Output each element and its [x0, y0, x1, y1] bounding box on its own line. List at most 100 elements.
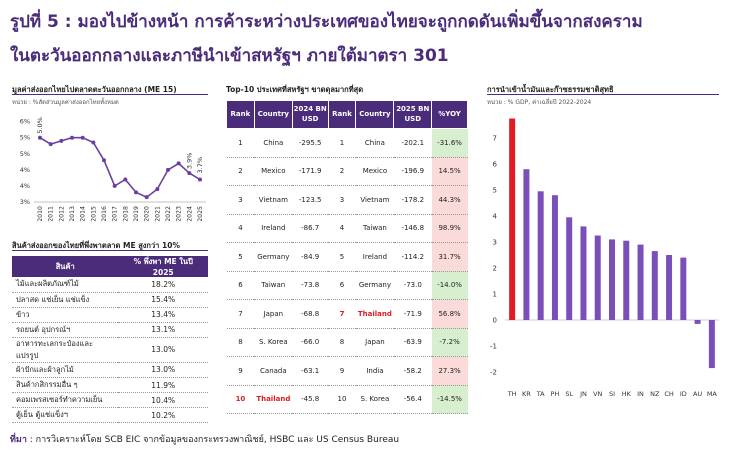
- top10-yoy: -31.6%: [431, 128, 468, 158]
- top10-rank-2024: 5: [226, 242, 255, 272]
- top10-rank-2024: 8: [226, 328, 255, 357]
- top10-row: 3 Vietnam -123.5 3 Vietnam -178.2 44.3%: [226, 185, 468, 215]
- share-product: ปลาสด แช่เย็น แช่แข็ง: [12, 292, 119, 308]
- line-chart-title: มูลค่าส่งออกไทยไปตลาดตะวันออกกลาง (ME 15…: [12, 85, 177, 94]
- line-point: [187, 171, 192, 176]
- share-table-title: สินค้าส่งออกของไทยที่พึ่งพาตลาด ME สูงกว…: [12, 241, 180, 250]
- line-xtick-label: 2024: [186, 206, 193, 222]
- line-xtick-label: 2017: [112, 206, 119, 222]
- top10-header-yoy: %YOY: [431, 100, 468, 129]
- top10-rank-2025: 7: [328, 299, 356, 329]
- top10-country-2024: Thailand: [254, 385, 293, 414]
- bar-si: [609, 239, 615, 320]
- share-product: คอมเพรสเซอร์ทำความเย็น: [12, 392, 119, 409]
- line-ytick-label: 4%: [20, 182, 30, 190]
- top10-rank-2025: 5: [328, 242, 356, 272]
- top10-value-2024: -295.5: [292, 128, 329, 158]
- top10-row: 8 S. Korea -66.0 8 Japan -63.9 -7.2%: [226, 328, 468, 357]
- top10-country-2024: Ireland: [254, 214, 293, 243]
- bar-vn: [594, 235, 601, 320]
- top10-row: 7 Japan -68.8 7 Thailand -71.9 56.8%: [226, 299, 468, 329]
- top10-rank-2024: 6: [226, 271, 255, 300]
- line-xtick-label: 2022: [165, 206, 172, 222]
- top10-rank-2025: 9: [328, 356, 356, 386]
- share-product: อาหารทะเลกระป๋องและแปรรูป: [12, 337, 119, 363]
- line-series: [39, 136, 201, 199]
- bar-ytick-label: -1: [490, 343, 497, 351]
- share-row: คอมเพรสเซอร์ทำความเย็น 10.4%: [12, 392, 208, 409]
- bar-au: [694, 320, 701, 324]
- bar-jn: [580, 226, 587, 320]
- bar-ytick-label: 5: [493, 187, 497, 195]
- top10-row: 6 Taiwan -73.8 6 Germany -73.0 -14.0%: [226, 271, 468, 300]
- line-ytick-label: 4%: [20, 166, 30, 174]
- line-xtick-label: 2012: [58, 206, 65, 222]
- top10-value-2025: -178.2: [393, 185, 432, 215]
- top10-value-2025: -73.0: [393, 271, 432, 300]
- top10-value-2024: -86.7: [292, 214, 329, 243]
- top10-country-2024: Japan: [254, 299, 293, 329]
- top10-header-2025: 2025 BN USD: [393, 100, 433, 129]
- bar-ta: [537, 191, 544, 320]
- line-xtick-label: 2011: [48, 206, 55, 222]
- top10-row: 5 Germany -84.9 5 Ireland -114.2 31.7%: [226, 242, 468, 272]
- top10-rank-2024: 7: [226, 299, 255, 329]
- bar-ytick-label: 2: [493, 265, 497, 273]
- line-point: [91, 140, 96, 145]
- top10-country-2025: Thailand: [355, 299, 394, 329]
- top10-country-2025: S. Korea: [355, 385, 394, 414]
- line-point: [134, 190, 138, 195]
- top10-value-2025: -56.4: [393, 385, 432, 414]
- top10-rank-2025: 4: [328, 214, 356, 243]
- share-header-percent: % พึ่งพา ME ในปี 2025: [118, 256, 208, 277]
- top10-value-2024: -63.1: [292, 356, 329, 386]
- bar-category-label: IN: [637, 390, 644, 398]
- line-xtick-label: 2018: [122, 206, 129, 222]
- line-chart-rule: [12, 94, 208, 95]
- top10-yoy: -14.0%: [431, 271, 468, 300]
- line-xtick-label: 2014: [80, 206, 87, 222]
- top10-yoy: -7.2%: [431, 328, 468, 357]
- top10-row: 2 Mexico -171.9 2 Mexico -196.9 14.5%: [226, 157, 468, 186]
- bar-id: [680, 257, 687, 320]
- bar-ytick-label: 7: [493, 135, 497, 143]
- top10-title: Top-10 ประเทศที่สหรัฐฯ ขาดดุลมากที่สุด: [226, 85, 364, 94]
- top10-header-rank: Rank: [226, 100, 255, 129]
- top10-yoy: 56.8%: [431, 299, 468, 329]
- top10-row: 1 China -295.5 1 China -202.1 -31.6%: [226, 128, 468, 158]
- bar-chart-subtitle: หน่วย : % GDP, ค่าเฉลี่ยปี 2022-2024: [487, 99, 592, 106]
- line-point: [198, 177, 202, 182]
- line-data-label: 3.9%: [185, 153, 193, 170]
- line-ytick-label: 6%: [20, 118, 30, 126]
- top10-header-country2: Country: [355, 100, 395, 129]
- top10-value-2024: -123.5: [292, 185, 329, 215]
- top10-table: Rank Country 2024 BN USD Rank Country 20…: [226, 100, 468, 414]
- top10-value-2025: -58.2: [393, 356, 432, 386]
- line-data-label: 3.7%: [196, 157, 204, 174]
- line-xtick-label: 2021: [154, 206, 161, 222]
- line-chart: 3% 4% 4% 5% 5% 6% 2010 2011 2012 2013 2014 2015 2016…: [20, 117, 206, 222]
- line-point: [176, 161, 181, 166]
- line-data-label: 5.0%: [36, 117, 44, 134]
- top10-country-2025: Ireland: [355, 242, 394, 272]
- top10-rank-2024: 3: [226, 185, 255, 215]
- top10-value-2024: -45.8: [292, 385, 329, 414]
- top10-country-2024: Vietnam: [254, 185, 293, 215]
- top10-rank-2025: 6: [328, 271, 356, 300]
- top10-rank-2025: 1: [328, 128, 356, 158]
- top10-rank-2025: 3: [328, 185, 356, 215]
- bar-category-label: AU: [693, 390, 702, 398]
- bar-category-label: MA: [707, 390, 718, 398]
- top10-header-2024: 2024 BN USD: [291, 100, 329, 129]
- line-xtick-label: 2023: [176, 206, 183, 222]
- top10-value-2025: -146.8: [393, 214, 432, 243]
- line-xtick-label: 2019: [133, 206, 140, 222]
- bar-chart: -2 -1 0 1 2 3 4 5 6 7 TH KR TA PH SL JN VN SI HK IN NZ CH ID AU…: [490, 118, 719, 398]
- line-xtick-label: 2025: [197, 206, 204, 222]
- line-xtick-label: 2020: [144, 206, 151, 222]
- top10-country-2025: Mexico: [355, 157, 394, 186]
- share-product: รถยนต์ อุปกรณ์ฯ: [12, 322, 119, 338]
- share-percent: 18.2%: [118, 277, 208, 293]
- top10-yoy: 98.9%: [431, 214, 468, 243]
- line-ytick-label: 5%: [20, 150, 30, 158]
